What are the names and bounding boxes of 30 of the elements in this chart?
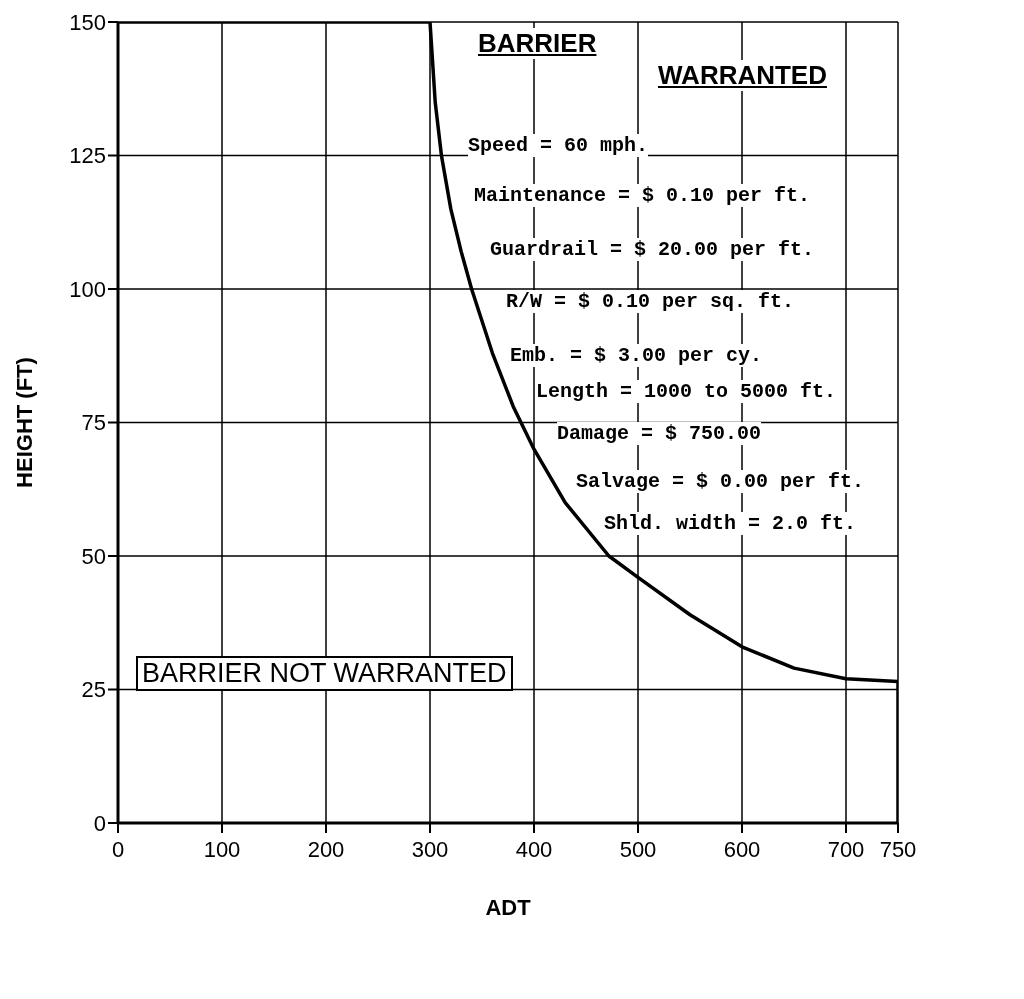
y-tick-label: 125 (69, 143, 106, 169)
annotation: Length = 1000 to 5000 ft. (536, 380, 837, 403)
y-tick-label: 50 (81, 543, 106, 569)
annotation: Shld. width = 2.0 ft. (604, 512, 857, 535)
annotation: Maintenance = $ 0.10 per ft. (474, 184, 811, 207)
annotation: Speed = 60 mph. (468, 134, 649, 157)
x-tick-label: 500 (619, 836, 657, 862)
x-axis-title: ADT (485, 895, 532, 920)
annotation: Salvage = $ 0.00 per ft. (576, 470, 865, 493)
x-tick-label: 0 (111, 836, 125, 862)
x-tick-label: 200 (307, 836, 345, 862)
x-tick-label: 600 (723, 836, 761, 862)
y-tick-label: 100 (69, 276, 106, 302)
y-tick-label: 75 (81, 410, 106, 436)
y-tick-label: 150 (69, 9, 106, 35)
y-tick-label: 25 (81, 677, 106, 703)
x-tick-label: 400 (515, 836, 553, 862)
y-tick-label: 0 (93, 810, 106, 836)
annotation: BARRIER (478, 28, 597, 59)
x-tick-label: 700 (827, 836, 865, 862)
annotation: BARRIER NOT WARRANTED (136, 656, 513, 691)
x-tick-label: 300 (411, 836, 449, 862)
annotation: Damage = $ 750.00 (557, 422, 762, 445)
annotation: Guardrail = $ 20.00 per ft. (490, 238, 815, 261)
annotation: WARRANTED (658, 60, 827, 91)
annotation: R/W = $ 0.10 per sq. ft. (506, 290, 795, 313)
y-axis-title: HEIGHT (FT) (11, 357, 37, 488)
annotation: Emb. = $ 3.00 per cy. (510, 344, 763, 367)
x-tick-label: 100 (203, 836, 241, 862)
x-tick-label: 750 (879, 836, 917, 862)
